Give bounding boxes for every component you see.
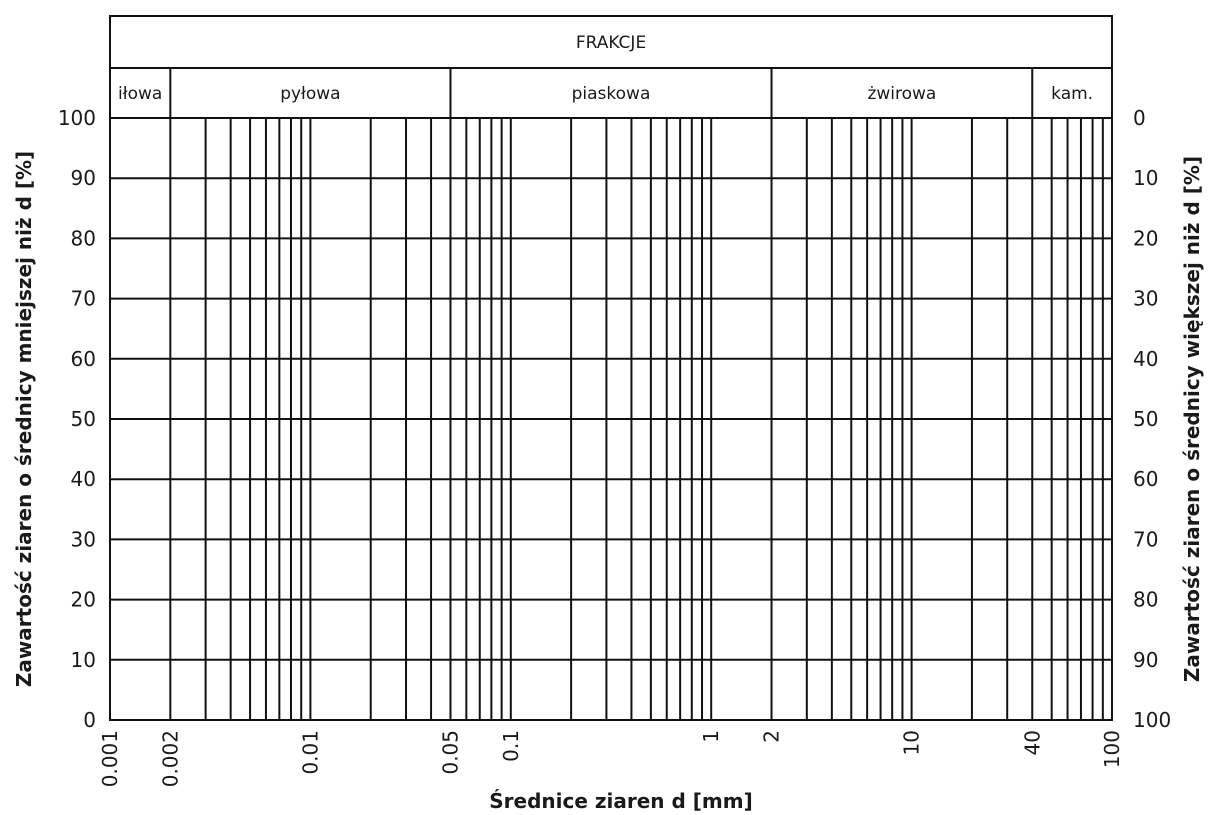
y-tick-label-right: 20 [1133,226,1158,250]
y-tick-label-right: 40 [1133,347,1158,371]
fraction-label: iłowa [118,84,162,104]
fraction-label: kam. [1051,84,1093,104]
fraction-label: pyłowa [280,84,340,104]
y-tick-label-left: 20 [71,588,96,612]
y-tick-label-left: 0 [83,708,96,732]
fraction-label: piaskowa [572,84,651,104]
y-tick-label-right: 100 [1133,708,1171,732]
x-tick-label: 10 [900,730,924,755]
y-tick-label-right: 70 [1133,527,1158,551]
y-tick-label-right: 50 [1133,407,1158,431]
y-tick-label-right: 60 [1133,467,1158,491]
y-tick-label-right: 0 [1133,106,1146,130]
x-tick-label: 40 [1020,730,1044,755]
y-tick-label-left: 30 [71,527,96,551]
x-tick-label: 0.001 [98,730,122,787]
fraction-label: żwirowa [867,84,936,104]
y-tick-label-right: 90 [1133,648,1158,672]
x-axis-title: Średnice ziaren d [mm] [489,789,753,813]
y-ticks-left: 0 10 20 30 40 50 60 70 80 90 100 [58,106,96,732]
header-title: FRAKCJE [576,33,646,53]
x-tick-label: 100 [1100,730,1124,768]
y-tick-label-left: 50 [71,407,96,431]
fractions-header: FRAKCJE [109,15,1113,119]
y-tick-label-right: 80 [1133,588,1158,612]
y-axis-title-left: Zawartość ziaren o średnicy mniejszej ni… [12,151,36,687]
y-tick-label-right: 30 [1133,287,1158,311]
y-tick-label-left: 80 [71,226,96,250]
y-axis-title-right: Zawartość ziaren o średnicy większej niż… [1180,156,1204,682]
x-tick-label: 0.002 [158,730,182,787]
x-ticks: 0.001 0.002 0.01 0.05 0.1 1 2 10 40 100 [98,730,1124,787]
x-tick-label: 0.05 [438,730,462,775]
y-tick-label-left: 70 [71,287,96,311]
y-tick-label-left: 90 [71,166,96,190]
fraction-labels: iłowa pyłowa piaskowa żwirowa kam. [118,68,1093,118]
y-tick-label-left: 60 [71,347,96,371]
grid-layer [109,117,1113,721]
y-tick-label-left: 10 [71,648,96,672]
y-tick-label-left: 40 [71,467,96,491]
x-tick-label: 0.1 [499,730,523,762]
y-tick-label-left: 100 [58,106,96,130]
x-tick-label: 0.01 [298,730,322,775]
x-tick-label: 2 [760,730,784,743]
x-tick-label: 1 [699,730,723,743]
y-tick-label-right: 10 [1133,166,1158,190]
